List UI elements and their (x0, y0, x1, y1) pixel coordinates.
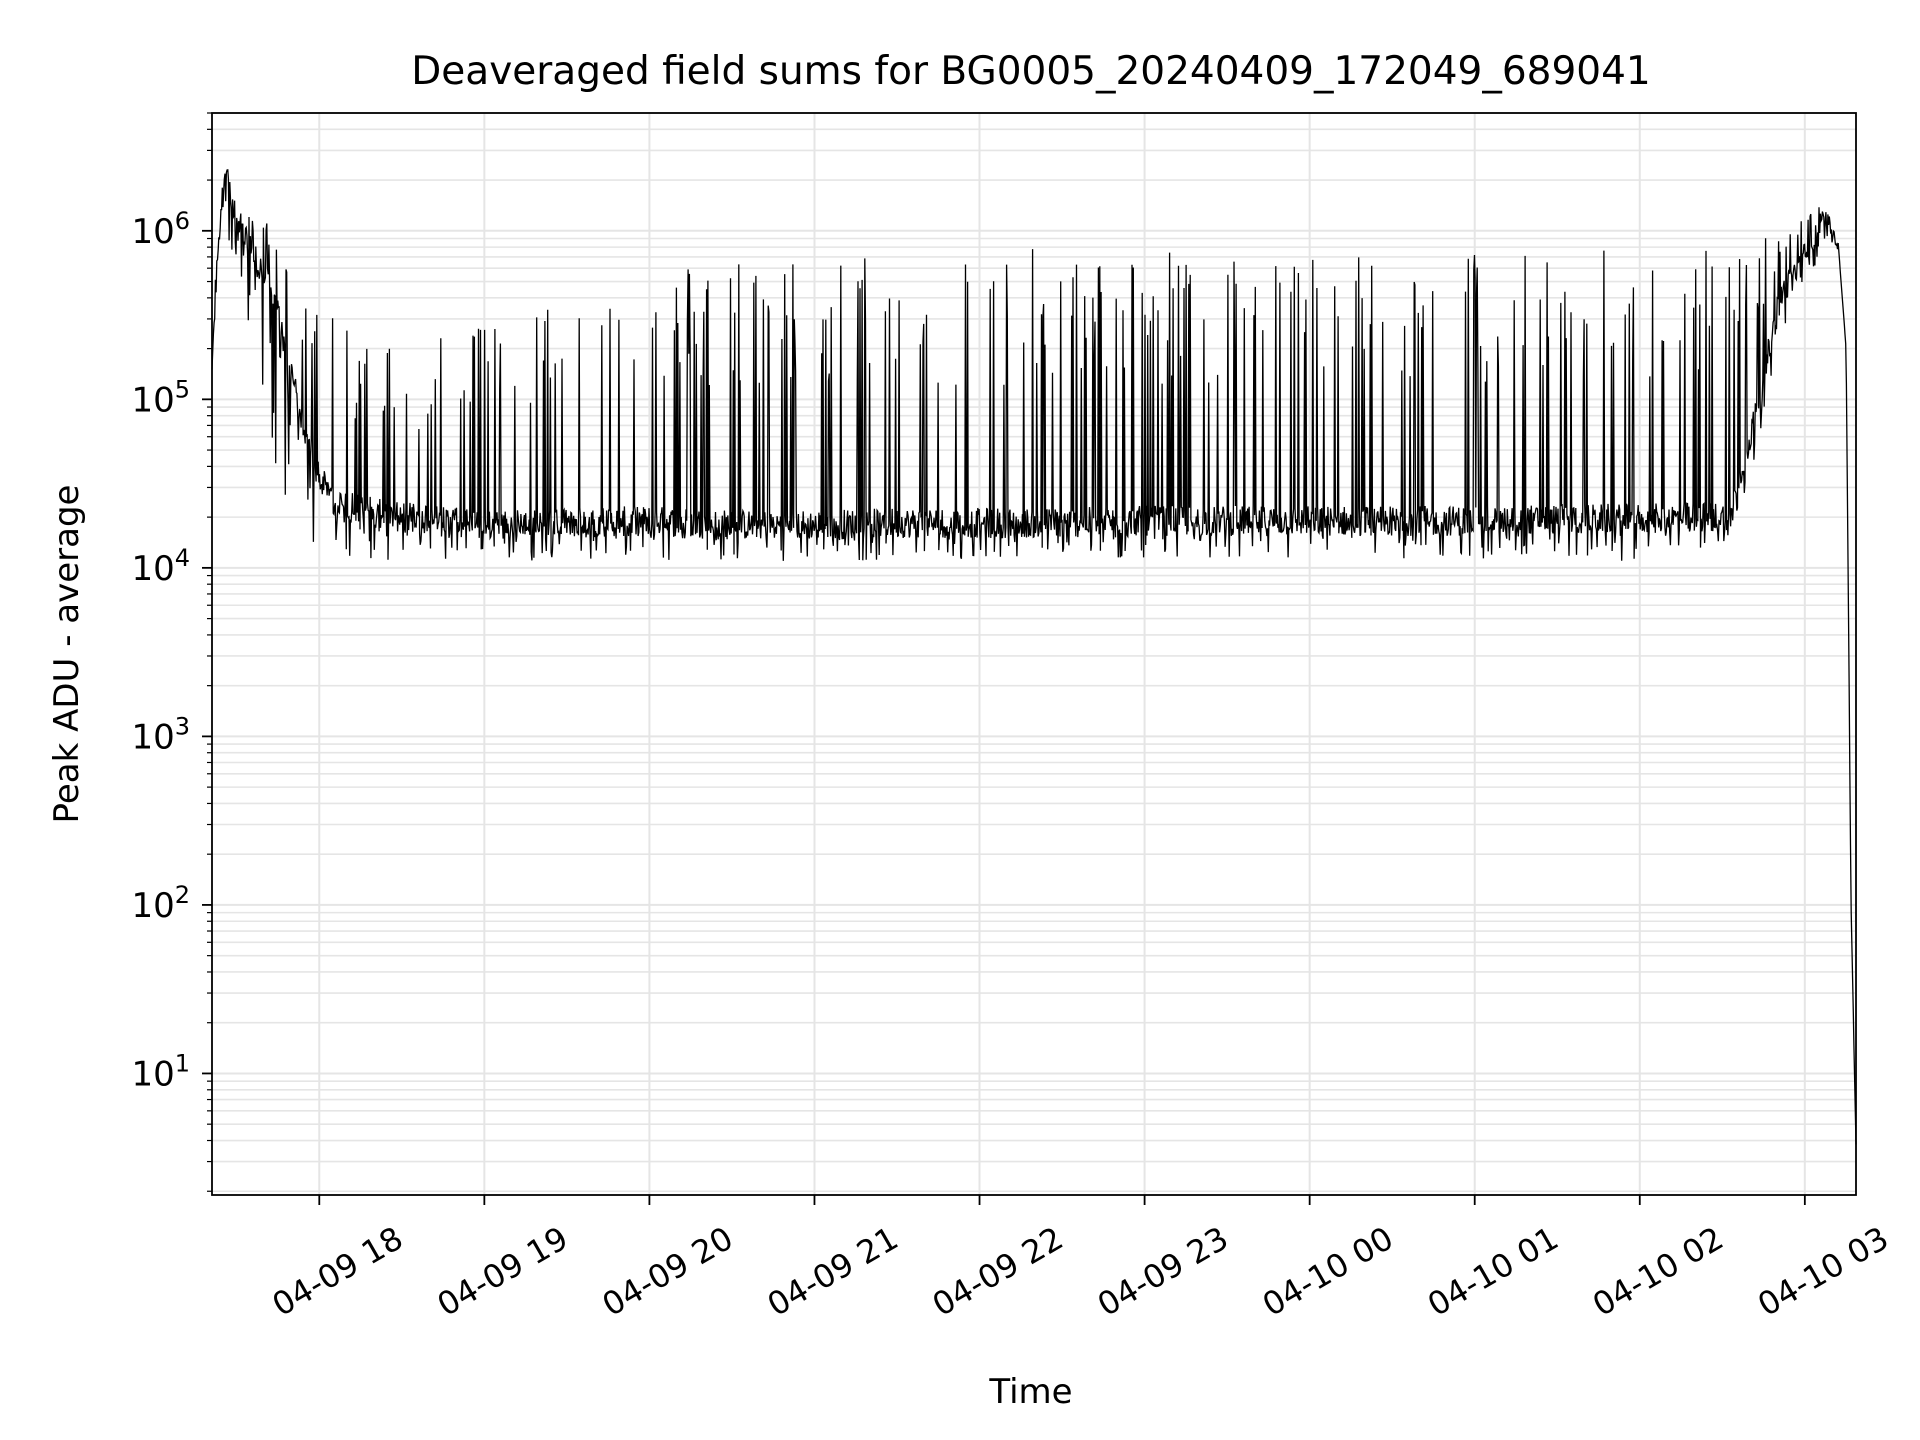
chart-title: Deaveraged field sums for BG0005_2024040… (411, 49, 1650, 94)
x-axis-label: Time (988, 1372, 1072, 1412)
y-tick-label: 104 (131, 544, 190, 589)
y-axis-label: Peak ADU - average (47, 485, 87, 824)
data-series-line (211, 169, 1857, 1145)
y-tick-label: 102 (131, 881, 190, 926)
y-tick-label: 106 (131, 207, 190, 252)
y-tick-label: 105 (131, 375, 190, 420)
plot-frame (211, 112, 1857, 1196)
y-tick-label: 103 (131, 712, 190, 757)
plot-layer (211, 169, 1857, 1145)
y-tick-label: 101 (131, 1049, 190, 1094)
